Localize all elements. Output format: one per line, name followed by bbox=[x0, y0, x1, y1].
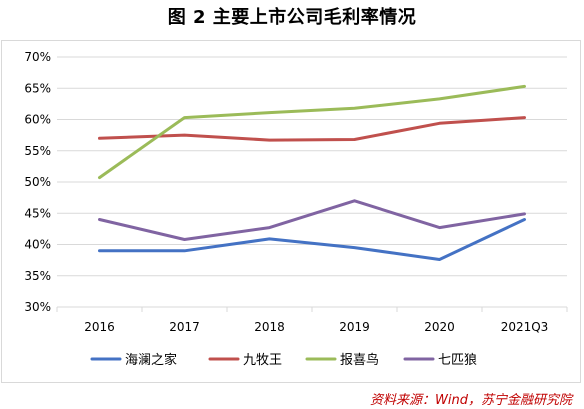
legend: 海澜之家 九牧王 报喜鸟 七匹狼 bbox=[90, 352, 477, 368]
x-tick-label: 2021Q3 bbox=[501, 320, 549, 334]
series-line-2 bbox=[98, 116, 526, 142]
series-line-4 bbox=[98, 199, 526, 241]
y-axis-ticks: 30% 35% 40% 45% 50% 55% 60% 65% 70% bbox=[24, 50, 51, 314]
x-tick-label: 2019 bbox=[339, 320, 370, 334]
y-tick-label: 45% bbox=[24, 206, 51, 220]
y-tick-label: 65% bbox=[24, 81, 51, 95]
y-tick-label: 35% bbox=[24, 269, 51, 283]
series-line-1 bbox=[98, 218, 526, 261]
legend-label: 报喜鸟 bbox=[340, 352, 379, 368]
x-tick-label: 2017 bbox=[169, 320, 200, 334]
series-line-3 bbox=[98, 84, 526, 180]
figure-title: 图 2 主要上市公司毛利率情况 bbox=[167, 7, 417, 28]
gridlines bbox=[57, 56, 567, 308]
series-lines bbox=[98, 84, 526, 261]
x-tick-label: 2016 bbox=[84, 320, 115, 334]
y-tick-label: 60% bbox=[24, 113, 51, 127]
legend-label: 九牧王 bbox=[243, 353, 282, 368]
y-tick-label: 30% bbox=[24, 300, 51, 314]
x-tick-label: 2018 bbox=[254, 320, 285, 334]
chart-frame bbox=[1, 40, 581, 383]
x-axis-ticks: 2016 2017 2018 2019 2020 2021Q3 bbox=[56, 307, 568, 334]
y-tick-label: 50% bbox=[24, 175, 51, 189]
y-tick-label: 55% bbox=[24, 144, 51, 158]
x-tick-label: 2020 bbox=[424, 320, 455, 334]
legend-label: 海澜之家 bbox=[125, 352, 177, 368]
legend-label: 七匹狼 bbox=[438, 353, 477, 368]
y-tick-label: 70% bbox=[24, 50, 51, 64]
y-tick-label: 40% bbox=[24, 238, 51, 252]
source-note: 资料来源：Wind，苏宁金融研究院 bbox=[370, 393, 572, 408]
